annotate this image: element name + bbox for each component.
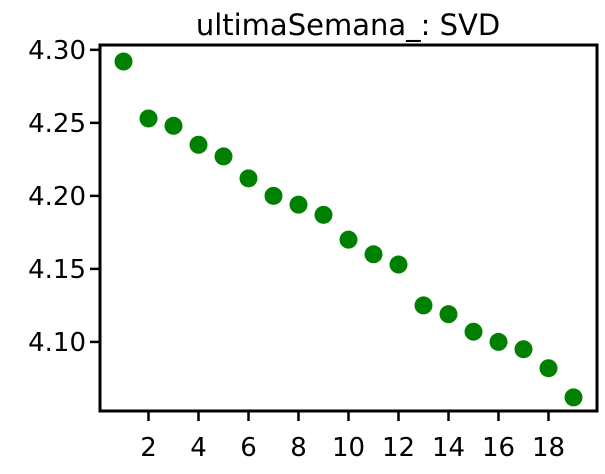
x-tick-label: 14 (432, 433, 465, 463)
data-points (114, 52, 583, 407)
y-tick-label: 4.30 (28, 36, 86, 66)
data-point (514, 340, 533, 359)
data-point (214, 147, 233, 166)
x-tick-label: 4 (190, 433, 207, 463)
y-tick-label: 4.15 (28, 255, 86, 285)
data-point (314, 205, 333, 224)
data-point (164, 116, 183, 135)
y-tick-label: 4.20 (28, 182, 86, 212)
plot-frame (98, 43, 599, 413)
data-point (414, 296, 433, 315)
x-tick-label: 18 (532, 433, 565, 463)
data-point (439, 305, 458, 324)
data-point (364, 245, 383, 264)
data-point (139, 109, 158, 128)
data-point (389, 255, 408, 274)
data-point (289, 195, 308, 214)
y-axis: 4.10 4.15 4.20 4.25 4.30 (28, 36, 100, 358)
data-point (264, 186, 283, 205)
data-point (239, 169, 258, 188)
data-point (539, 359, 558, 378)
x-tick-label: 16 (482, 433, 515, 463)
data-point (464, 322, 483, 341)
chart-title: ultimaSemana_: SVD (196, 8, 500, 42)
data-point (189, 135, 208, 154)
data-point (489, 332, 508, 351)
data-point (339, 230, 358, 249)
y-tick-label: 4.25 (28, 109, 86, 139)
data-point (564, 388, 583, 407)
x-tick-label: 10 (332, 433, 365, 463)
x-axis: 2 4 6 8 10 12 14 16 18 (140, 411, 565, 463)
x-tick-label: 12 (382, 433, 415, 463)
x-tick-label: 8 (290, 433, 307, 463)
data-point (114, 52, 133, 71)
x-tick-label: 2 (140, 433, 157, 463)
y-tick-label: 4.10 (28, 328, 86, 358)
x-tick-label: 6 (240, 433, 257, 463)
